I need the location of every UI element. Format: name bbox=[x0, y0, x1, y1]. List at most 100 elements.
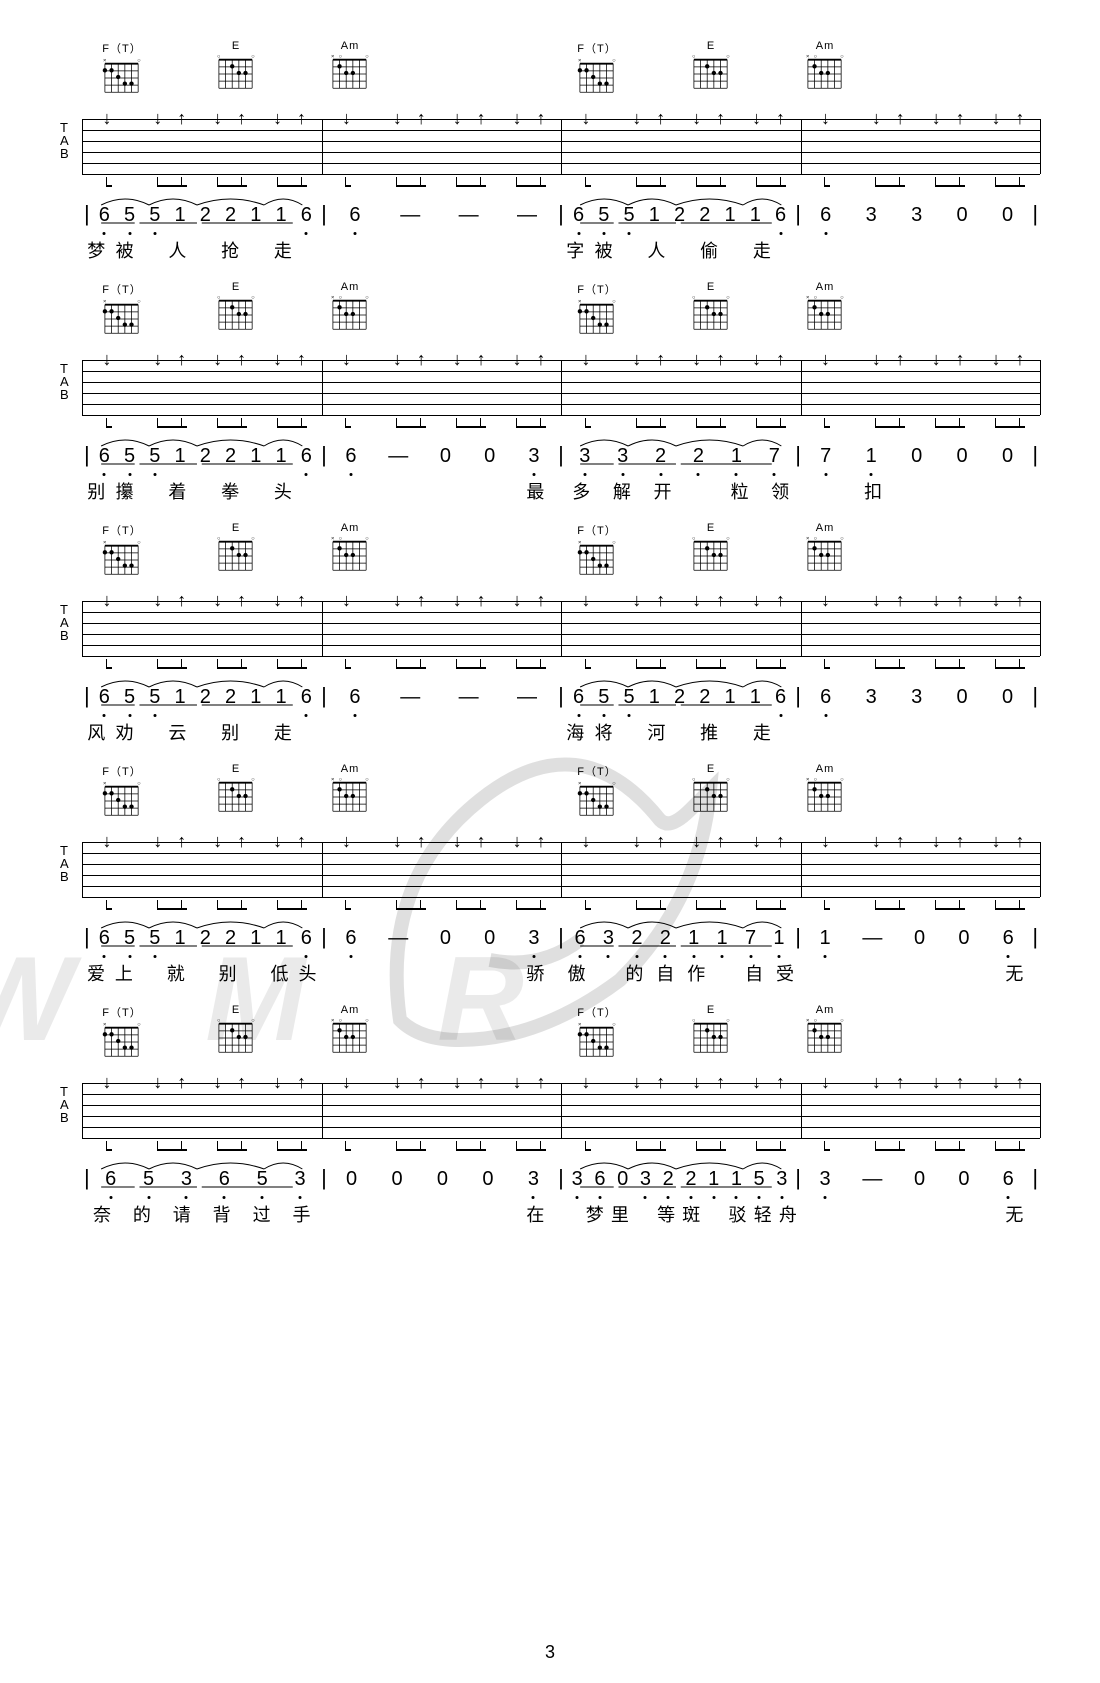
strum-up-icon: ↑ bbox=[654, 591, 668, 609]
strum-up-icon: ↑ bbox=[534, 1073, 548, 1091]
strum-down-icon: ↓ bbox=[929, 591, 943, 609]
chord-diagram: Am ×○○ bbox=[803, 763, 847, 824]
strum-up-icon: ↑ bbox=[175, 591, 189, 609]
strum-down-icon: ↓ bbox=[750, 1073, 764, 1091]
strum-up-icon: ↑ bbox=[175, 350, 189, 368]
music-system: F（T） ×○ E ○○ Am ×○○ F（T） ×○ E ○○ Am ×○○ … bbox=[60, 522, 1040, 745]
lyrics-measure: 字被 人 偷 走 bbox=[561, 237, 801, 263]
chord-name: E bbox=[689, 281, 733, 293]
lyric-char bbox=[338, 1201, 352, 1227]
strum-up-icon: ↑ bbox=[654, 832, 668, 850]
strum-down-icon: ↓ bbox=[750, 109, 764, 127]
chord-name: E bbox=[689, 763, 733, 775]
strum-up-icon: ↑ bbox=[714, 1073, 728, 1091]
lyric-char: 头 bbox=[274, 478, 292, 504]
chord-name: Am bbox=[803, 522, 847, 534]
strum-up-icon: ↑ bbox=[953, 832, 967, 850]
chord-diagram: Am ×○○ bbox=[803, 1004, 847, 1065]
strum-down-icon: ↓ bbox=[690, 591, 704, 609]
chord-name: E bbox=[689, 1004, 733, 1016]
chord-name: F（T） bbox=[575, 522, 619, 538]
chord-row: F（T） ×○ E ○○ Am ×○○ F（T） ×○ E ○○ Am ×○○ bbox=[60, 281, 1040, 342]
chord-name: E bbox=[689, 40, 733, 52]
strum-down-icon: ↓ bbox=[450, 109, 464, 127]
lyrics-measure: 梦被 人 抢 走 bbox=[82, 237, 322, 263]
lyrics-row: 别攥 着 拳 头 最多解开 粒领 扣 bbox=[60, 478, 1040, 504]
lyric-char bbox=[338, 478, 352, 504]
lyric-char: 解 bbox=[613, 478, 631, 504]
strum-up-icon: ↑ bbox=[953, 591, 967, 609]
strum-up-icon: ↑ bbox=[235, 1073, 249, 1091]
lyric-char: 骄 bbox=[526, 960, 544, 986]
lyrics-measure: 风劝 云 别 走 bbox=[82, 719, 322, 745]
lyric-char bbox=[676, 719, 690, 745]
chord-diagram: F（T） ×○ bbox=[100, 40, 144, 101]
lyric-char bbox=[817, 719, 831, 745]
strum-down-icon: ↓ bbox=[271, 832, 285, 850]
strum-up-icon: ↑ bbox=[953, 350, 967, 368]
lyric-char: 推 bbox=[700, 719, 718, 745]
chord-diagram: F（T） ×○ bbox=[100, 1004, 144, 1065]
strum-down-icon: ↓ bbox=[450, 1073, 464, 1091]
strum-down-icon: ↓ bbox=[989, 832, 1003, 850]
strum-up-icon: ↑ bbox=[953, 1073, 967, 1091]
strum-down-icon: ↓ bbox=[579, 591, 593, 609]
lyric-char: 爱 bbox=[87, 960, 105, 986]
chord-diagram: E ○○ bbox=[689, 281, 733, 342]
lyric-char bbox=[1009, 719, 1023, 745]
strum-up-icon: ↑ bbox=[774, 1073, 788, 1091]
chord-row: F（T） ×○ E ○○ Am ×○○ F（T） ×○ E ○○ Am ×○○ bbox=[60, 763, 1040, 824]
chord-name: F（T） bbox=[100, 763, 144, 779]
lyric-char bbox=[707, 1201, 721, 1227]
lyric-char bbox=[464, 237, 478, 263]
lyric-char: 作 bbox=[687, 960, 705, 986]
strum-up-icon: ↑ bbox=[235, 591, 249, 609]
jianpu-ties bbox=[60, 1161, 1040, 1191]
strum-down-icon: ↓ bbox=[339, 1073, 353, 1091]
lyric-char bbox=[385, 478, 399, 504]
chord-diagram: F（T） ×○ bbox=[575, 763, 619, 824]
lyric-char bbox=[249, 478, 263, 504]
chord-name: Am bbox=[328, 40, 372, 52]
lyric-char bbox=[144, 237, 158, 263]
strum-up-icon: ↑ bbox=[414, 109, 428, 127]
lyric-char bbox=[143, 960, 157, 986]
tab-clef: TAB bbox=[60, 603, 69, 642]
chord-name: E bbox=[214, 1004, 258, 1016]
lyric-char: 的 bbox=[133, 1201, 151, 1227]
lyric-char: 驳 bbox=[729, 1201, 747, 1227]
strum-down-icon: ↓ bbox=[818, 1073, 832, 1091]
strum-up-icon: ↑ bbox=[295, 350, 309, 368]
lyrics-row: 爱上 就 别 低头 骄傲 的自作 自受 无 bbox=[60, 960, 1040, 986]
lyric-char: 傲 bbox=[567, 960, 585, 986]
lyric-char bbox=[694, 478, 708, 504]
lyrics-measure: 无 bbox=[801, 1201, 1041, 1227]
strum-down-icon: ↓ bbox=[989, 591, 1003, 609]
strum-up-icon: ↑ bbox=[1013, 350, 1027, 368]
chord-diagram: F（T） ×○ bbox=[575, 522, 619, 583]
lyric-char bbox=[865, 237, 879, 263]
lyric-char: 字 bbox=[566, 237, 584, 263]
strum-up-icon: ↑ bbox=[414, 591, 428, 609]
lyric-char: 着 bbox=[168, 478, 186, 504]
lyric-char bbox=[817, 1201, 831, 1227]
chord-name: F（T） bbox=[100, 1004, 144, 1020]
lyric-char bbox=[913, 237, 927, 263]
chord-diagram: E ○○ bbox=[689, 763, 733, 824]
lyric-char bbox=[961, 719, 975, 745]
tab-staff: TAB ↓ ↓↑↓↑↓↑ ↓ ↓↑↓↑↓↑ ↓ ↓↑↓↑↓↑ ↓ ↓↑↓↑↓↑ bbox=[60, 587, 1040, 659]
lyric-char bbox=[144, 719, 158, 745]
strum-down-icon: ↓ bbox=[750, 350, 764, 368]
strum-up-icon: ↑ bbox=[175, 109, 189, 127]
lyrics-measure: 奈的请背过手 bbox=[82, 1201, 322, 1227]
tab-clef: TAB bbox=[60, 121, 69, 160]
lyrics-measure bbox=[801, 719, 1041, 745]
lyric-char bbox=[623, 719, 637, 745]
strum-down-icon: ↓ bbox=[869, 832, 883, 850]
lyric-char bbox=[247, 960, 261, 986]
lyric-char: 粒 bbox=[731, 478, 749, 504]
lyric-char bbox=[385, 960, 399, 986]
strum-down-icon: ↓ bbox=[989, 1073, 1003, 1091]
lyric-char: 过 bbox=[253, 1201, 271, 1227]
lyric-char: 领 bbox=[771, 478, 789, 504]
